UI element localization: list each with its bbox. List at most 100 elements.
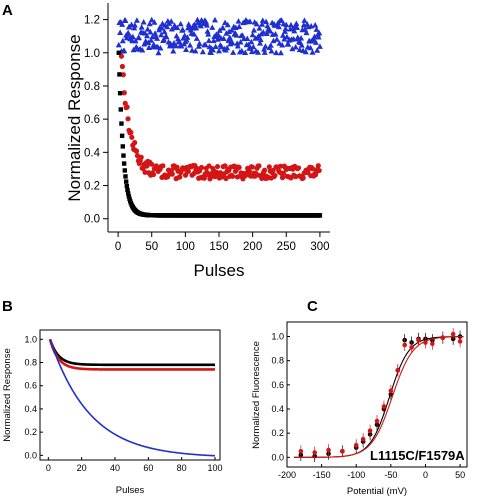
data-point xyxy=(150,41,157,47)
x-tick-label: -50 xyxy=(384,470,397,480)
data-point xyxy=(177,174,183,180)
data-point xyxy=(119,37,126,44)
data-point xyxy=(119,133,125,138)
data-point xyxy=(218,43,225,50)
data-point xyxy=(125,116,131,122)
data-point xyxy=(282,25,289,32)
data-point xyxy=(285,41,292,47)
fit-curve xyxy=(293,336,464,458)
x-tick-label: 20 xyxy=(77,463,87,473)
data-point xyxy=(205,31,212,37)
data-point xyxy=(116,50,121,55)
data-point xyxy=(121,90,127,96)
data-point xyxy=(423,340,428,345)
data-point xyxy=(248,38,255,45)
data-point xyxy=(117,29,124,35)
data-point xyxy=(312,39,319,45)
data-point xyxy=(287,21,294,28)
panel-c-y-label: Normalized Fluorescence xyxy=(251,341,262,449)
series-line xyxy=(48,338,215,367)
data-point xyxy=(160,163,166,169)
data-point xyxy=(183,46,190,52)
data-point xyxy=(205,37,212,43)
data-point xyxy=(293,20,300,26)
x-tick-label: 0 xyxy=(423,470,428,480)
data-point xyxy=(168,18,175,24)
data-point xyxy=(118,107,123,112)
data-point xyxy=(283,33,290,40)
y-tick-label: 0.2 xyxy=(24,427,37,437)
data-point xyxy=(209,24,216,30)
y-tick-label: 0.8 xyxy=(24,358,37,368)
x-tick-label: 80 xyxy=(177,463,187,473)
data-point xyxy=(172,42,179,49)
data-point xyxy=(196,40,203,46)
y-tick-label: 0.4 xyxy=(271,404,284,414)
panel-b: B 0.0 0.2 0.4 0.6 0.8 1.0 0 20 40 60 80 100 Normal… xyxy=(2,298,223,496)
data-point xyxy=(290,35,297,42)
data-point xyxy=(128,129,134,136)
data-point xyxy=(185,21,192,27)
data-point xyxy=(115,41,122,48)
data-point xyxy=(315,33,322,40)
data-point xyxy=(224,21,231,28)
data-point xyxy=(187,42,194,48)
panel-c-y-ticks: 0.0 0.2 0.4 0.6 0.8 1.0 xyxy=(271,332,290,462)
data-point xyxy=(268,47,275,54)
panel-c: C 0.00.20.40.60.81.0 -200 -150 -100 -50 0 50 … xyxy=(251,298,468,497)
data-point xyxy=(280,170,287,176)
data-point xyxy=(289,45,296,52)
panel-a-y-label: Normalized Response xyxy=(65,34,84,201)
y-tick-label: 1.0 xyxy=(84,48,100,60)
data-point xyxy=(262,167,268,173)
y-tick-label: 0.6 xyxy=(24,381,37,391)
panel-c-frame xyxy=(286,321,468,468)
data-point xyxy=(272,31,279,37)
data-point xyxy=(242,49,249,56)
data-point xyxy=(121,47,128,53)
data-point xyxy=(215,31,222,38)
data-point xyxy=(203,19,210,25)
data-point xyxy=(138,154,144,160)
data-point xyxy=(123,174,128,179)
data-point xyxy=(184,34,191,40)
data-point xyxy=(457,339,463,344)
data-point xyxy=(340,448,345,454)
data-point xyxy=(195,43,202,49)
data-point xyxy=(229,39,236,46)
data-point xyxy=(214,163,221,170)
data-point xyxy=(202,41,209,48)
data-point xyxy=(125,29,132,36)
data-point xyxy=(256,163,262,169)
data-point xyxy=(158,25,165,31)
x-tick-label: 0 xyxy=(46,463,51,473)
data-point xyxy=(122,17,129,23)
data-point xyxy=(326,447,331,453)
data-point xyxy=(402,342,407,348)
data-point xyxy=(138,24,145,30)
data-point xyxy=(273,36,280,42)
panel-b-y-label: Normalized Response xyxy=(2,348,13,441)
data-point xyxy=(127,196,132,202)
panel-b-letter: B xyxy=(2,298,13,315)
data-point xyxy=(314,47,321,53)
data-point xyxy=(313,26,320,32)
data-point xyxy=(255,49,262,55)
y-tick-label: 0.8 xyxy=(271,356,284,366)
data-point xyxy=(298,42,305,48)
y-tick-label: 0.2 xyxy=(271,428,284,438)
data-point xyxy=(123,179,129,184)
data-point xyxy=(261,49,268,55)
y-tick-label: 0.0 xyxy=(24,450,37,460)
data-point xyxy=(121,161,127,166)
y-tick-label: 0.4 xyxy=(84,147,101,159)
panel-a-x-label: Pulses xyxy=(193,261,244,280)
x-tick-label: 0 xyxy=(115,241,121,253)
data-point xyxy=(119,63,125,70)
y-tick-label: 0.8 xyxy=(84,81,100,93)
data-point xyxy=(249,164,255,170)
data-point xyxy=(279,41,286,48)
data-point xyxy=(122,168,128,173)
data-point xyxy=(311,33,318,40)
